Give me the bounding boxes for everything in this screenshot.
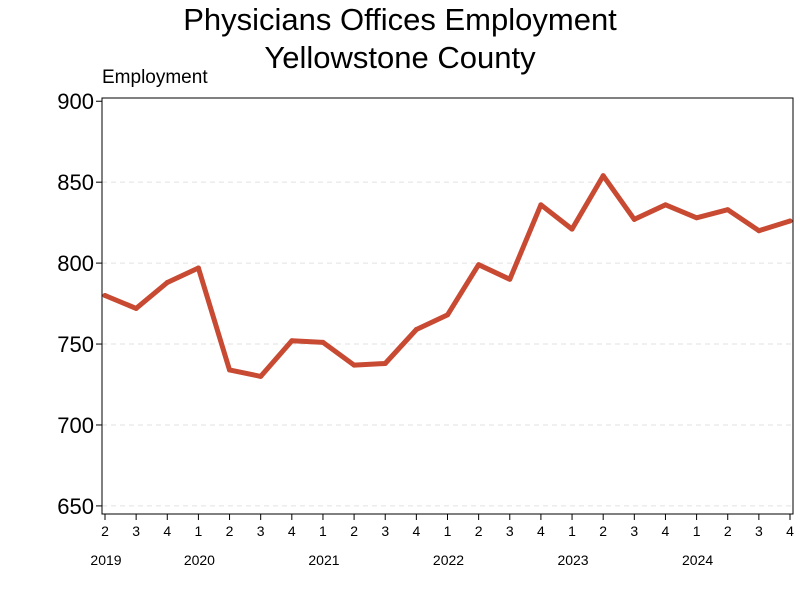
data-point (662, 202, 668, 208)
x-quarter-label: 4 (786, 523, 794, 539)
x-quarter-label: 3 (257, 523, 265, 539)
y-tick-label: 800 (57, 251, 94, 276)
y-axis-label: Employment (102, 67, 208, 88)
x-quarter-label: 2 (101, 523, 109, 539)
x-quarter-label: 4 (537, 523, 545, 539)
x-year-label: 2019 (90, 552, 121, 568)
x-quarter-label: 2 (599, 523, 607, 539)
x-quarter-label: 4 (163, 523, 171, 539)
data-point (725, 207, 731, 213)
data-point (289, 338, 295, 344)
y-tick-label: 750 (57, 332, 94, 357)
x-quarter-label: 3 (755, 523, 763, 539)
x-quarter-label: 2 (475, 523, 483, 539)
data-point (600, 173, 606, 179)
x-year-label: 2023 (557, 552, 588, 568)
data-point (631, 216, 637, 222)
y-tick-label: 700 (57, 413, 94, 438)
x-quarter-label: 3 (506, 523, 514, 539)
data-point (164, 280, 170, 286)
x-quarter-label: 1 (568, 523, 576, 539)
x-quarter-label: 4 (288, 523, 296, 539)
x-quarter-label: 1 (195, 523, 203, 539)
y-tick-label: 650 (57, 494, 94, 519)
x-year-label: 2021 (308, 552, 339, 568)
chart-subtitle: Yellowstone County (264, 40, 536, 75)
x-year-label: 2024 (682, 552, 713, 568)
data-point (195, 265, 201, 271)
data-point (320, 339, 326, 345)
x-quarter-label: 2 (350, 523, 358, 539)
x-quarter-label: 3 (630, 523, 638, 539)
data-point (258, 373, 264, 379)
data-point (507, 276, 513, 282)
x-quarter-label: 4 (662, 523, 670, 539)
x-quarter-label: 1 (319, 523, 327, 539)
data-point (445, 312, 450, 318)
x-quarter-label: 2 (226, 523, 234, 539)
data-point (413, 326, 419, 332)
data-point (227, 367, 233, 373)
data-point (787, 218, 793, 224)
x-year-label: 2020 (184, 552, 215, 568)
x-quarter-label: 1 (444, 523, 452, 539)
data-point (351, 362, 357, 368)
x-quarter-label: 2 (724, 523, 732, 539)
x-year-label: 2022 (433, 552, 464, 568)
data-point (476, 262, 482, 268)
data-point (694, 215, 700, 221)
data-point (756, 228, 762, 234)
x-quarter-label: 3 (381, 523, 389, 539)
data-point (538, 202, 544, 208)
data-point (382, 360, 388, 366)
data-point (569, 226, 575, 232)
chart-title: Physicians Offices Employment (183, 2, 617, 37)
x-quarter-label: 1 (693, 523, 701, 539)
y-tick-label: 850 (57, 170, 94, 195)
x-quarter-label: 4 (412, 523, 420, 539)
series-line (102, 173, 793, 379)
plot-frame (101, 97, 794, 515)
x-quarter-label: 3 (132, 523, 140, 539)
data-point (102, 292, 108, 298)
y-tick-label: 900 (57, 89, 94, 114)
data-point (133, 305, 139, 311)
